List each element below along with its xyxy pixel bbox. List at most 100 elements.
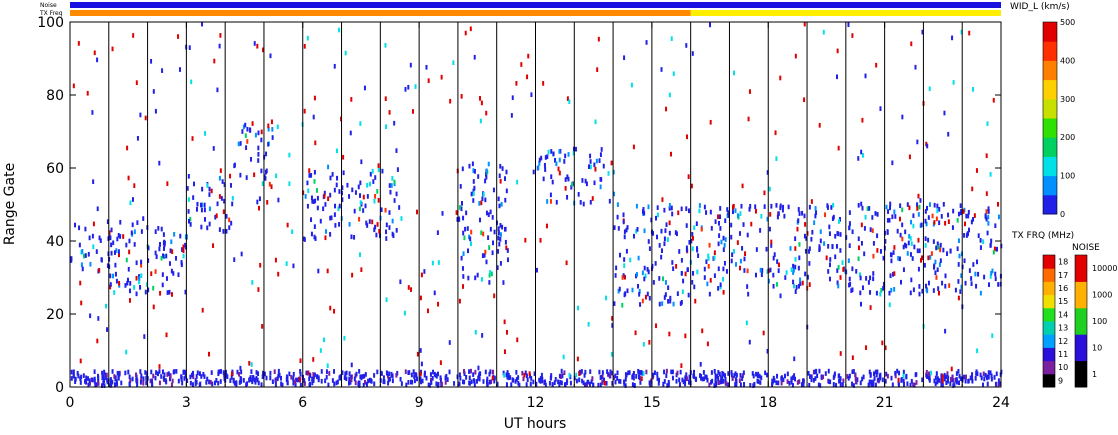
echo-point	[170, 268, 173, 274]
echo-point	[927, 374, 930, 380]
echo-point	[145, 371, 148, 376]
echo-point	[208, 192, 211, 197]
echo-point	[486, 376, 489, 382]
echo-point	[929, 202, 932, 207]
echo-point	[968, 268, 971, 273]
echo-point	[857, 245, 860, 251]
echo-point	[792, 267, 795, 273]
echo-point	[467, 248, 470, 254]
echo-point	[158, 246, 161, 252]
echo-point	[572, 150, 575, 156]
echo-point	[294, 379, 297, 385]
echo-point	[462, 230, 465, 236]
echo-point	[639, 302, 642, 307]
echo-point	[416, 351, 419, 357]
echo-point	[743, 268, 746, 273]
echo-point	[219, 379, 222, 384]
echo-point	[886, 230, 889, 235]
echo-point	[225, 228, 228, 234]
echo-point	[429, 377, 432, 383]
echo-point	[784, 275, 787, 280]
echo-point	[253, 41, 256, 46]
echo-point	[448, 340, 451, 345]
echo-point	[142, 216, 145, 221]
echo-point	[867, 280, 870, 285]
echo-point	[334, 223, 337, 228]
echo-point	[841, 260, 844, 265]
echo-point	[320, 378, 323, 384]
echo-point	[74, 379, 77, 384]
echo-point	[757, 379, 760, 384]
echo-point	[938, 262, 941, 267]
echo-point	[632, 233, 635, 239]
echo-point	[184, 289, 187, 295]
echo-point	[869, 290, 872, 295]
echo-point	[125, 257, 128, 263]
echo-point	[189, 216, 192, 222]
echo-point	[754, 208, 757, 214]
echo-point	[468, 375, 471, 381]
echo-point	[641, 270, 644, 276]
echo-point	[111, 46, 114, 52]
echo-point	[396, 167, 399, 172]
echo-point	[926, 374, 929, 379]
echo-point	[753, 381, 756, 387]
echo-point	[914, 64, 917, 70]
echo-point	[472, 188, 475, 194]
echo-point	[245, 145, 248, 150]
echo-point	[997, 214, 1000, 220]
echo-point	[577, 305, 580, 311]
echo-point	[760, 272, 763, 278]
echo-point	[956, 246, 959, 252]
echo-point	[419, 379, 422, 385]
echo-point	[962, 209, 965, 214]
echo-point	[117, 233, 120, 238]
echo-point	[393, 179, 396, 185]
echo-point	[769, 267, 772, 273]
echo-point	[566, 194, 569, 200]
echo-point	[746, 268, 749, 274]
echo-point	[274, 257, 277, 263]
echo-point	[135, 80, 138, 85]
echo-point	[693, 225, 696, 230]
echo-point	[517, 375, 520, 380]
echo-point	[371, 168, 374, 174]
echo-point	[803, 233, 806, 239]
echo-point	[530, 376, 533, 381]
echo-point	[201, 21, 204, 27]
echo-point	[386, 373, 389, 379]
echo-point	[111, 369, 114, 374]
echo-point	[879, 291, 882, 297]
echo-point	[864, 73, 867, 79]
echo-point	[331, 172, 334, 177]
echo-point	[214, 214, 217, 220]
echo-point	[166, 181, 169, 186]
echo-point	[736, 213, 739, 218]
echo-point	[792, 279, 795, 285]
echo-point	[310, 195, 313, 201]
echo-point	[925, 221, 928, 227]
echo-point	[991, 333, 994, 338]
echo-point	[126, 145, 129, 151]
echo-point	[435, 373, 438, 379]
x-tick-label: 12	[527, 395, 545, 411]
echo-point	[566, 174, 569, 180]
echo-point	[958, 373, 961, 379]
echo-point	[413, 378, 416, 384]
echo-point	[160, 226, 163, 232]
echo-point	[730, 258, 733, 264]
echo-point	[918, 291, 921, 297]
echo-point	[172, 369, 175, 375]
width-colorbar-label: WID_L (km/s)	[1010, 2, 1070, 12]
echo-point	[384, 96, 387, 102]
echo-point	[913, 244, 916, 250]
echo-point	[341, 185, 344, 190]
echo-point	[91, 233, 94, 239]
echo-point	[987, 370, 990, 375]
echo-point	[349, 380, 352, 385]
echo-point	[488, 371, 491, 377]
echo-point	[837, 373, 840, 379]
echo-point	[566, 378, 569, 383]
echo-point	[648, 246, 651, 251]
